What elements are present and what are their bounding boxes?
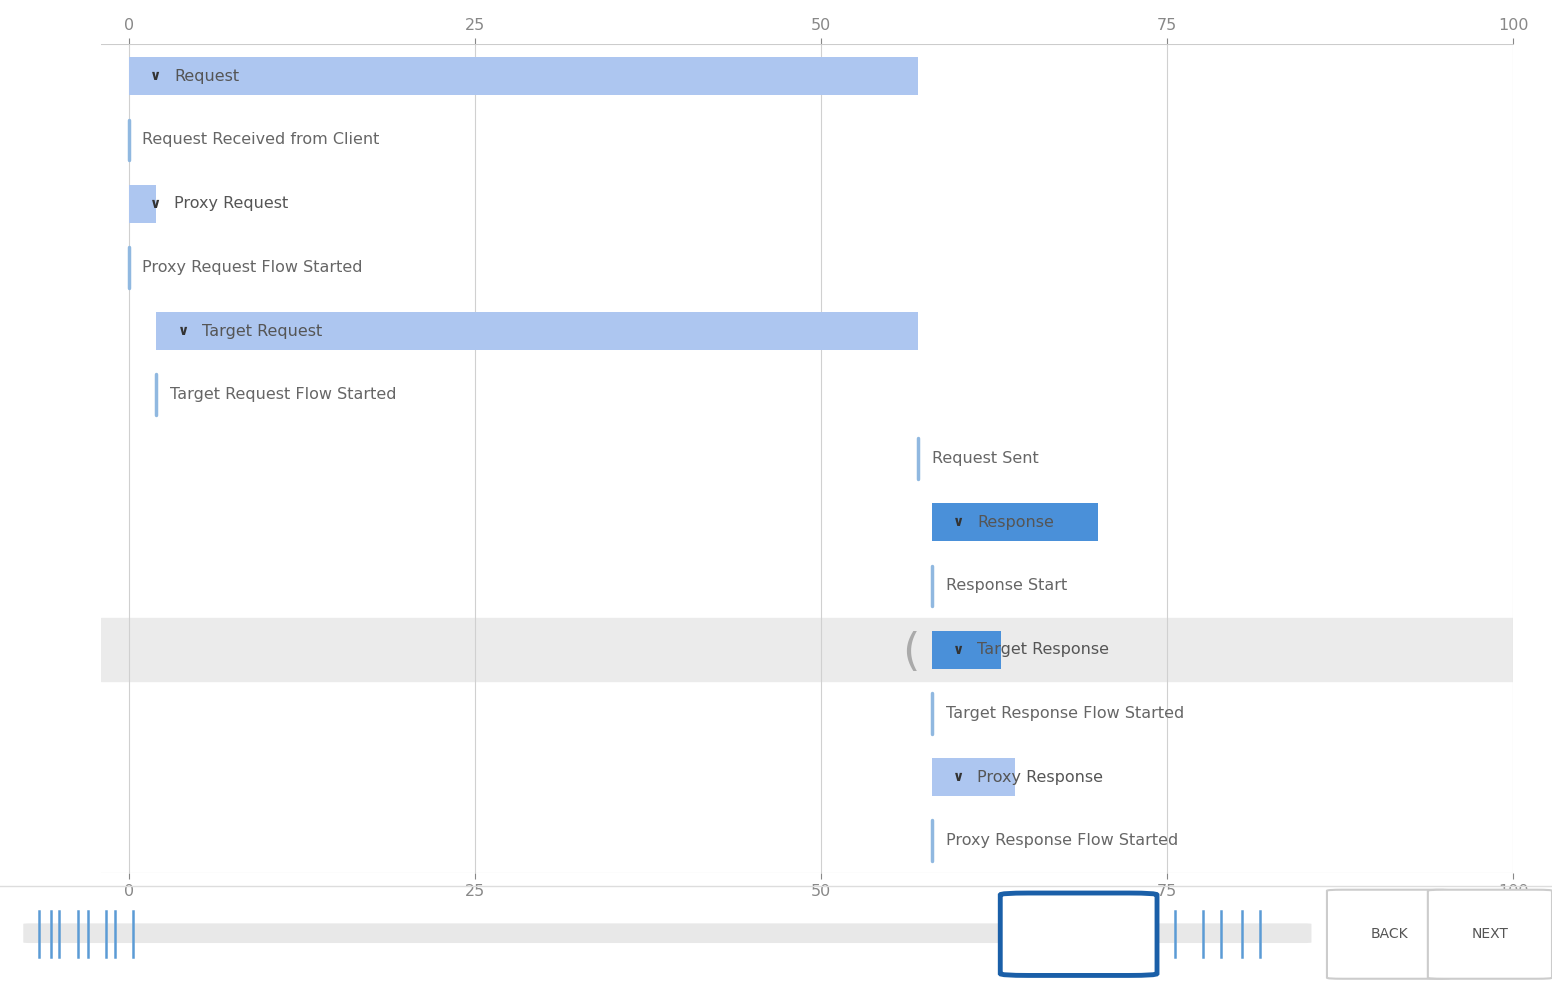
Text: (: (: [902, 631, 920, 674]
Bar: [157, 312, 917, 350]
Bar: [129, 184, 157, 223]
Bar: [101, 618, 1513, 681]
Text: ∨: ∨: [151, 69, 161, 83]
Text: ∨: ∨: [178, 324, 189, 338]
Text: ∨: ∨: [953, 643, 964, 657]
Bar: [931, 503, 1097, 541]
FancyBboxPatch shape: [999, 893, 1156, 975]
Bar: [931, 630, 1001, 669]
Text: BACK: BACK: [1370, 927, 1408, 942]
Bar: [129, 57, 917, 96]
Text: Target Response: Target Response: [978, 642, 1110, 657]
FancyBboxPatch shape: [1428, 889, 1552, 979]
Bar: [931, 758, 1015, 796]
Text: Response Start: Response Start: [945, 579, 1066, 594]
Text: Request Sent: Request Sent: [931, 451, 1038, 466]
Text: ∨: ∨: [953, 770, 964, 784]
Text: Proxy Request: Proxy Request: [174, 196, 289, 211]
Text: Target Request: Target Request: [202, 323, 323, 338]
Text: ∨: ∨: [151, 196, 161, 211]
Text: Request: Request: [174, 69, 239, 84]
FancyBboxPatch shape: [23, 923, 1311, 943]
Text: NEXT: NEXT: [1471, 927, 1509, 942]
Text: Request Received from Client: Request Received from Client: [143, 132, 380, 148]
Text: ∨: ∨: [953, 516, 964, 529]
Text: Proxy Request Flow Started: Proxy Request Flow Started: [143, 260, 363, 275]
FancyBboxPatch shape: [1327, 889, 1451, 979]
Text: Proxy Response Flow Started: Proxy Response Flow Started: [945, 833, 1178, 848]
Text: Target Request Flow Started: Target Request Flow Started: [171, 387, 397, 402]
Text: Target Response Flow Started: Target Response Flow Started: [945, 706, 1184, 721]
Text: Response: Response: [978, 515, 1054, 529]
Text: Proxy Response: Proxy Response: [978, 769, 1103, 785]
